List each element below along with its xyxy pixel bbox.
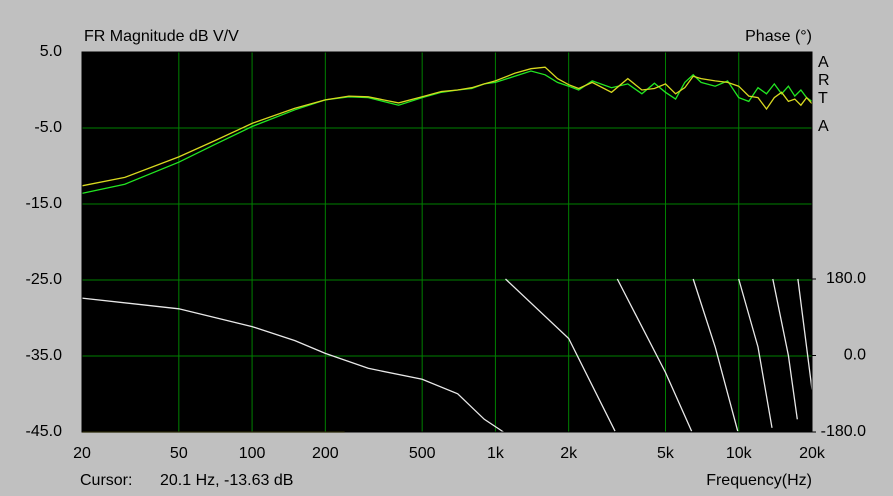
x-tick-label: 1k	[487, 445, 505, 462]
series-line	[81, 66, 813, 187]
y-tick-label: -15.0	[26, 195, 63, 212]
watermark-letter: R	[818, 72, 830, 89]
plot-area	[82, 52, 812, 432]
cursor-label: Cursor:	[80, 472, 132, 489]
x-tick-label: 10k	[726, 445, 753, 462]
watermark-letter: T	[818, 90, 828, 107]
y2-tick-label: 180.0	[826, 270, 866, 287]
watermark-letter: A	[818, 54, 829, 71]
x-tick-label: 20k	[799, 445, 826, 462]
x-tick-label: 200	[312, 445, 339, 462]
y-tick-label: -5.0	[34, 119, 62, 136]
y-tick-label: 5.0	[40, 43, 62, 60]
y2-tick-label: -180.0	[821, 423, 866, 440]
plot-frame	[81, 51, 813, 433]
x-tick-label: 100	[239, 445, 266, 462]
cursor-value: 20.1 Hz, -13.63 dB	[160, 472, 293, 489]
chart-title: FR Magnitude dB V/V	[84, 28, 239, 45]
x-tick-label: 5k	[657, 445, 675, 462]
x-tick-label: 2k	[560, 445, 578, 462]
series-line	[81, 70, 813, 195]
series-line	[81, 278, 813, 433]
x-tick-label: 500	[409, 445, 436, 462]
x-tick-label: 20	[73, 445, 91, 462]
x-axis-title: Frequency(Hz)	[706, 472, 812, 489]
y-tick-label: -25.0	[26, 271, 63, 288]
watermark-letter: A	[818, 118, 829, 135]
y2-tick-label: 0.0	[844, 347, 866, 364]
y2-title: Phase (°)	[745, 28, 812, 45]
x-tick-label: 50	[170, 445, 188, 462]
y-tick-label: -45.0	[26, 423, 63, 440]
y-tick-label: -35.0	[26, 347, 63, 364]
